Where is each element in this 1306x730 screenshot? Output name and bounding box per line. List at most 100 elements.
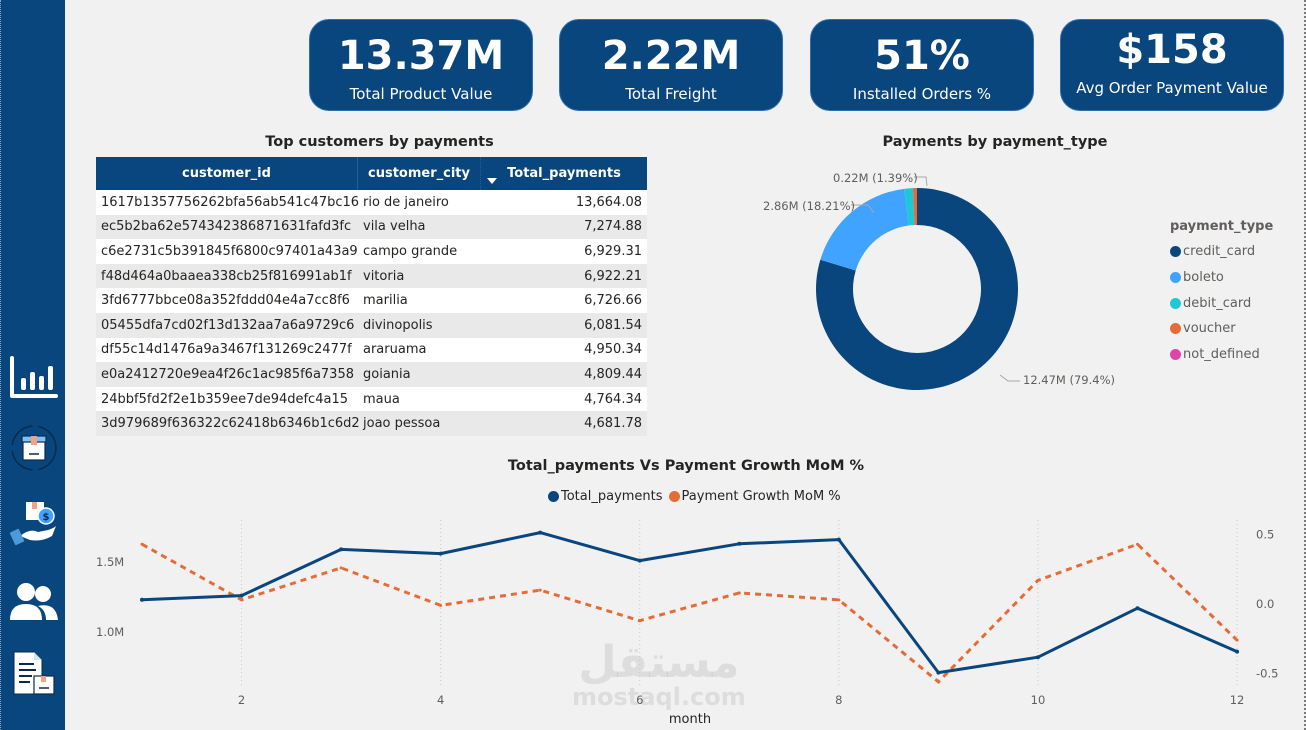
nav-orders-button[interactable]	[8, 422, 60, 474]
point-total-payments[interactable]	[1235, 649, 1240, 654]
table-row[interactable]: f48d464a0baaea338cb25f816991ab1f vitoria 6…	[96, 263, 647, 289]
point-payment-growth[interactable]	[538, 588, 542, 592]
table-row[interactable]: df55c14d1476a9a3467f131269c2477f araruama…	[96, 337, 647, 363]
point-total-payments[interactable]	[140, 597, 144, 602]
cell-total-payments: 4,764.34	[584, 391, 642, 407]
kpi-value: $158	[1116, 27, 1228, 73]
x-tick-label: 8	[835, 693, 842, 707]
legend-label: boleto	[1183, 270, 1224, 286]
point-total-payments[interactable]	[836, 537, 841, 542]
point-total-payments[interactable]	[239, 593, 244, 598]
cell-total-payments: 7,274.88	[584, 219, 642, 235]
nav-reports-button[interactable]	[8, 648, 60, 700]
point-payment-growth[interactable]	[339, 566, 343, 570]
cell-customer-id: 3d979689f636322c62418b6346b1c6d2	[101, 416, 360, 432]
legend-item-payment-growth[interactable]: Payment Growth MoM %	[668, 489, 841, 504]
table-row[interactable]: 3d979689f636322c62418b6346b1c6d2 joao pes…	[96, 411, 647, 436]
legend-item-voucher[interactable]: voucher	[1170, 316, 1273, 342]
donut-slice-debit-card[interactable]	[904, 188, 915, 226]
watermark: مستقل mostaql.com	[572, 637, 746, 711]
point-total-payments[interactable]	[936, 670, 941, 675]
cell-total-payments: 6,929.31	[584, 243, 642, 259]
nav-customers-button[interactable]	[8, 576, 60, 628]
x-tick-label: 4	[437, 693, 444, 707]
donut-chart-title: Payments by payment_type	[882, 134, 1108, 150]
table-row[interactable]: e0a2412720e9ea4f26c1ac985f6a7358 goiania 4…	[96, 362, 647, 387]
column-header-customer-id[interactable]: customer_id	[96, 157, 358, 190]
column-header-customer-city[interactable]: customer_city	[358, 157, 481, 190]
point-total-payments[interactable]	[637, 558, 642, 563]
point-total-payments[interactable]	[538, 530, 543, 535]
cell-customer-id: df55c14d1476a9a3467f131269c2477f	[101, 342, 352, 358]
point-total-payments[interactable]	[438, 551, 443, 556]
point-payment-growth[interactable]	[936, 680, 940, 684]
point-total-payments[interactable]	[1135, 606, 1140, 611]
cell-customer-id: e0a2412720e9ea4f26c1ac985f6a7358	[101, 366, 354, 382]
kpi-label: Installed Orders %	[852, 85, 992, 103]
series-line-payment-growth[interactable]	[141, 542, 1239, 684]
cell-customer-id: 1617b1357756262bfa56ab541c47bc16	[101, 194, 360, 210]
series-line-total-payments[interactable]	[141, 531, 1238, 675]
legend-dot-icon	[1170, 323, 1181, 335]
donut-slice-credit-card[interactable]	[815, 188, 1018, 391]
table-row[interactable]: ec5b2ba62e574342386871631fafd3fc vila vel…	[96, 214, 647, 240]
point-payment-growth[interactable]	[439, 603, 443, 607]
legend-label: Total_payments	[561, 489, 663, 504]
column-header-total-payments[interactable]: Total_payments	[481, 157, 647, 190]
x-tick-label: 10	[1031, 693, 1046, 707]
x-tick-label: 12	[1230, 693, 1245, 707]
bar-chart-icon	[10, 356, 58, 398]
point-total-payments[interactable]	[737, 541, 742, 546]
nav-overview-button[interactable]	[8, 352, 60, 404]
point-payment-growth[interactable]	[1036, 578, 1040, 582]
cell-customer-city: goiania	[363, 366, 411, 382]
nav-payments-button[interactable]: $	[8, 496, 60, 548]
point-payment-growth[interactable]	[140, 542, 144, 546]
table-row[interactable]: c6e2731c5b391845f6800c97401a43a9 campo gr…	[96, 239, 647, 264]
table-row[interactable]: 1617b1357756262bfa56ab541c47bc16 rio de j…	[96, 190, 647, 215]
legend-item-not-defined[interactable]: not_defined	[1170, 342, 1273, 368]
legend-item-total-payments[interactable]: Total_payments	[548, 489, 663, 504]
legend-label: not_defined	[1183, 347, 1260, 363]
x-tick-label: 6	[636, 693, 643, 707]
table-row[interactable]: 24bbf5fd2f2e1b359ee7de94defc4a15 maua 4,76…	[96, 386, 647, 412]
table-row[interactable]: 3fd6777bbce08a352fddd04e4a7cc8f6 marilia 6…	[96, 288, 647, 313]
line-chart-title: Total_payments Vs Payment Growth MoM %	[507, 458, 865, 474]
cell-total-payments: 4,950.34	[584, 342, 642, 358]
cell-total-payments: 6,726.66	[584, 293, 642, 309]
cell-customer-id: c6e2731c5b391845f6800c97401a43a9	[101, 243, 358, 259]
kpi-label: Total Freight	[625, 85, 717, 103]
point-payment-growth[interactable]	[737, 591, 741, 595]
legend-item-credit-card[interactable]: credit_card	[1170, 239, 1273, 265]
legend-item-boleto[interactable]: boleto	[1170, 265, 1273, 291]
cell-customer-id: 05455dfa7cd02f13d132aa7a6a9729c6	[101, 317, 355, 333]
cell-total-payments: 4,809.44	[584, 366, 642, 382]
kpi-card-installed-orders: 51% Installed Orders %	[810, 19, 1034, 111]
column-header-label: customer_city	[368, 166, 470, 181]
box-cycle-icon	[11, 425, 57, 471]
x-axis-label: month	[669, 712, 711, 727]
sort-descending-icon[interactable]	[487, 178, 497, 184]
cell-customer-id: 24bbf5fd2f2e1b359ee7de94defc4a15	[101, 391, 348, 407]
point-total-payments[interactable]	[1035, 655, 1040, 660]
cell-customer-city: vila velha	[363, 219, 426, 235]
point-total-payments[interactable]	[339, 547, 344, 552]
kpi-value: 2.22M	[601, 33, 741, 79]
legend-item-debit-card[interactable]: debit_card	[1170, 290, 1273, 316]
table-row[interactable]: 05455dfa7cd02f13d132aa7a6a9729c6 divinopo…	[96, 312, 647, 338]
donut-slice-voucher[interactable]	[912, 188, 917, 226]
cell-total-payments: 13,664.08	[575, 194, 642, 210]
column-header-label: customer_id	[182, 166, 271, 181]
point-payment-growth[interactable]	[240, 598, 244, 602]
watermark-latin: mostaql.com	[572, 683, 746, 711]
point-payment-growth[interactable]	[837, 598, 841, 602]
cell-customer-id: ec5b2ba62e574342386871631fafd3fc	[101, 219, 352, 235]
cell-customer-city: maua	[363, 391, 400, 407]
legend-dot-icon	[1170, 246, 1181, 258]
watermark-arabic: مستقل	[578, 637, 740, 688]
point-payment-growth[interactable]	[1136, 542, 1139, 546]
point-payment-growth[interactable]	[638, 619, 642, 623]
point-payment-growth[interactable]	[1235, 638, 1239, 642]
donut-label-credit-card: 12.47M (79.4%)	[1023, 373, 1116, 387]
cell-customer-city: joao pessoa	[363, 416, 441, 432]
